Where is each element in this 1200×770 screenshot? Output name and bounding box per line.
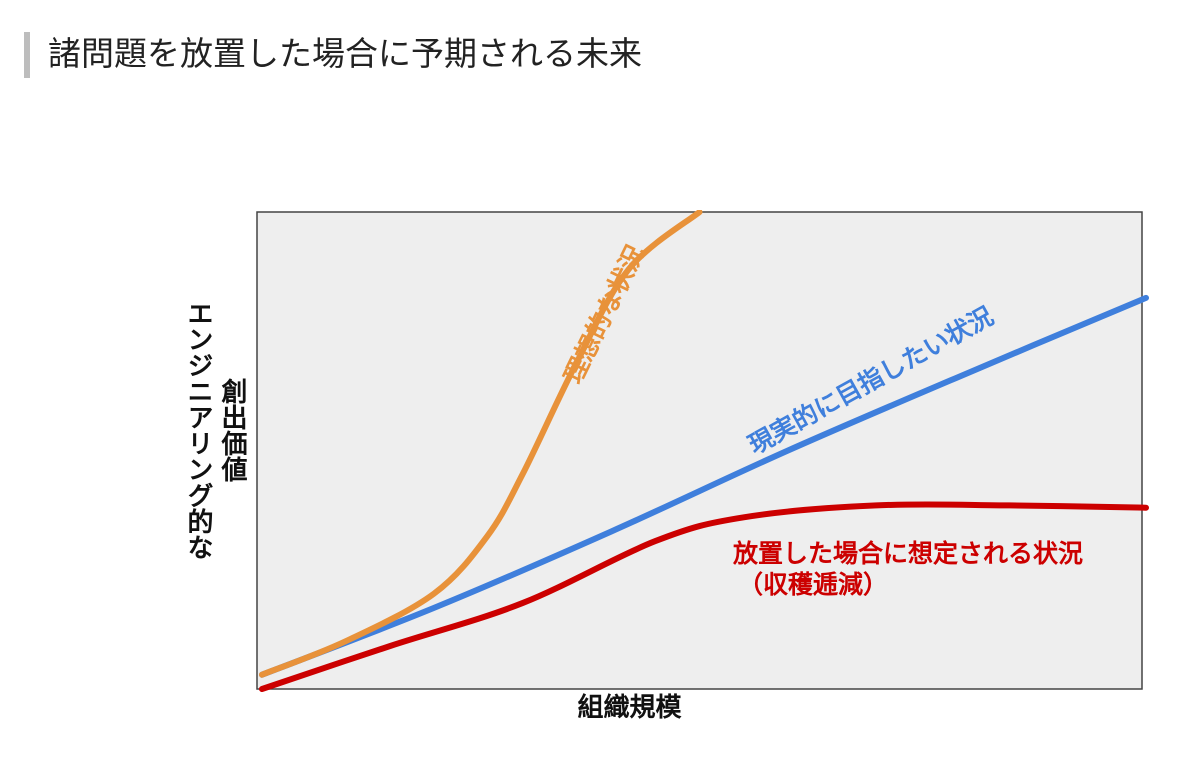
series-line-neglect <box>259 501 1149 692</box>
series-label-neglect: 放置した場合に想定される状況 <box>732 539 1083 568</box>
series-layer <box>259 210 1149 692</box>
y-axis-label-line-1: エンジニアリング的な <box>183 300 213 560</box>
title-accent-bar <box>24 32 30 78</box>
page-title: 諸問題を放置した場合に予期される未来 <box>48 34 642 73</box>
series-line-realistic <box>259 294 1149 678</box>
series-label-neglect-sub: （収穫逓減） <box>738 570 888 599</box>
y-axis-label: エンジニアリング的な 創出価値 <box>183 300 248 560</box>
series-line-ideal <box>259 210 703 678</box>
y-axis-label-line-2: 創出価値 <box>217 378 248 482</box>
x-axis-label: 組織規模 <box>577 692 682 723</box>
